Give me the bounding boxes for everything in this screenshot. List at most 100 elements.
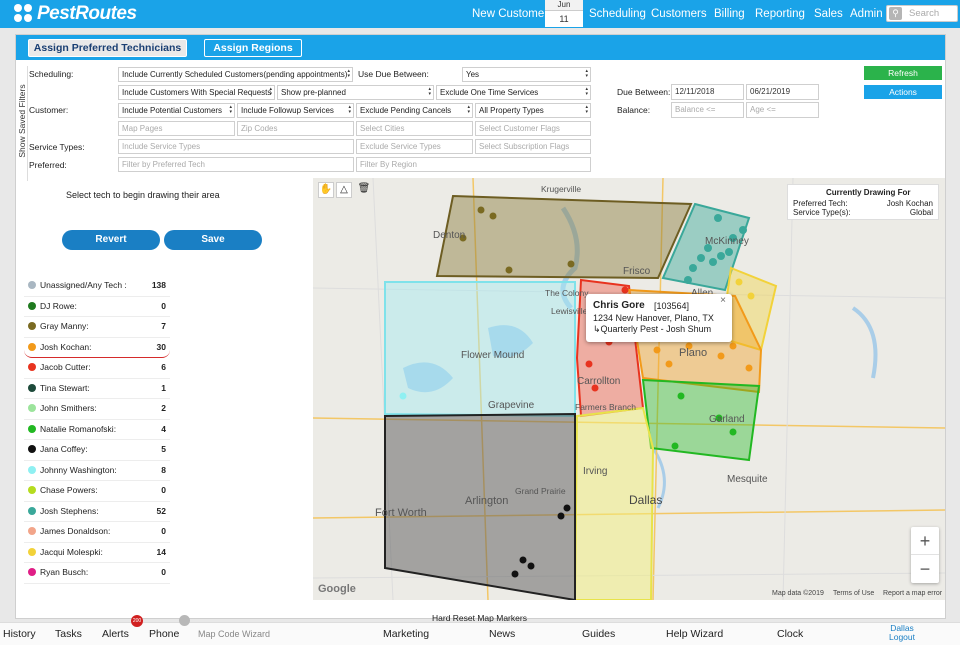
tech-row-james-donaldson[interactable]: James Donaldson: 0: [24, 522, 170, 543]
select-cities-input[interactable]: Select Cities: [356, 121, 473, 136]
age-input[interactable]: Age <=: [746, 102, 819, 118]
followup-services-select[interactable]: Include Followup Services: [237, 103, 354, 118]
pending-cancels-select[interactable]: Exclude Pending Cancels: [356, 103, 473, 118]
search-input[interactable]: Search: [909, 8, 940, 19]
hard-reset-markers-link[interactable]: Hard Reset Map Markers: [432, 613, 527, 623]
balance-label: Balance:: [617, 105, 651, 115]
bottom-marketing[interactable]: Marketing: [383, 628, 430, 640]
due-from-input[interactable]: 12/11/2018: [671, 84, 744, 100]
balance-input[interactable]: Balance <=: [671, 102, 744, 118]
customer-info-window[interactable]: Chris Gore [103564] × 1234 New Hanover, …: [586, 294, 732, 342]
preferred-tech-label: Preferred Tech:: [793, 199, 848, 208]
nav-scheduling[interactable]: Scheduling: [589, 8, 646, 20]
bottom-phone[interactable]: Phone: [149, 628, 180, 640]
search-icon[interactable]: ⚲: [889, 7, 902, 20]
polygon-draw-icon[interactable]: △: [336, 182, 352, 198]
bottom-help-wizard[interactable]: Help Wizard: [666, 628, 724, 640]
use-due-between-select[interactable]: Yes: [462, 67, 591, 82]
info-customer-name[interactable]: Chris Gore: [593, 300, 645, 311]
filter-region-input[interactable]: Filter By Region: [356, 157, 591, 172]
exclude-service-types-input[interactable]: Exclude Service Types: [356, 139, 473, 154]
one-time-services-select[interactable]: Exclude One Time Services: [436, 85, 591, 100]
nav-billing[interactable]: Billing: [714, 8, 745, 20]
tech-row-unassigned[interactable]: Unassigned/Any Tech : 138: [24, 276, 170, 297]
include-service-types-input[interactable]: Include Service Types: [118, 139, 354, 154]
nav-customers[interactable]: Customers: [651, 8, 707, 20]
tech-row-dj-rowe[interactable]: DJ Rowe: 0: [24, 297, 170, 317]
bottom-alerts[interactable]: Alerts: [102, 628, 129, 640]
tech-row-ryan-busch[interactable]: Ryan Busch: 0: [24, 563, 170, 584]
nav-admin[interactable]: Admin: [850, 8, 883, 20]
tech-row-chase-powers[interactable]: Chase Powers: 0: [24, 481, 170, 502]
zoom-out-button[interactable]: −: [919, 559, 931, 579]
potential-customers-select[interactable]: Include Potential Customers: [118, 103, 235, 118]
filter-preferred-tech-input[interactable]: Filter by Preferred Tech: [118, 157, 354, 172]
tech-row-jacqui-molespki[interactable]: Jacqui Molespki: 14: [24, 543, 170, 563]
tab-assign-regions[interactable]: Assign Regions: [204, 39, 302, 57]
hand-icon[interactable]: ✋: [318, 182, 334, 198]
tech-row-tina-stewart[interactable]: Tina Stewart: 1: [24, 379, 170, 399]
city-label: Dallas: [629, 493, 662, 507]
territory-gray-manny[interactable]: [435, 194, 693, 280]
subscription-flags-input[interactable]: Select Subscription Flags: [475, 139, 591, 154]
bottom-map-code-wizard[interactable]: Map Code Wizard: [198, 629, 271, 639]
tech-row-jana-coffey[interactable]: Jana Coffey: 5: [24, 440, 170, 461]
actions-button[interactable]: Actions: [864, 85, 942, 99]
report-map-error-link[interactable]: Report a map error: [883, 590, 943, 597]
nav-sales[interactable]: Sales: [814, 8, 843, 20]
scheduled-customers-select[interactable]: Include Currently Scheduled Customers(pe…: [118, 67, 353, 82]
map-pages-input[interactable]: Map Pages: [118, 121, 235, 136]
bottom-clock[interactable]: Clock: [777, 628, 804, 640]
user-city[interactable]: Dallas: [890, 623, 914, 633]
user-menu[interactable]: Dallas Logout: [882, 624, 922, 642]
bottom-tasks[interactable]: Tasks: [55, 628, 82, 640]
tech-count: 30: [156, 341, 166, 352]
date-day: 11: [559, 14, 569, 24]
territory-johnny-washington[interactable]: [384, 281, 576, 418]
bottom-history[interactable]: History: [3, 628, 36, 640]
map-canvas[interactable]: Krugerville Denton McKinney Frisco The C…: [313, 178, 945, 600]
zip-codes-input[interactable]: Zip Codes: [237, 121, 354, 136]
revert-button[interactable]: Revert: [62, 230, 160, 250]
city-label: Arlington: [465, 495, 508, 507]
nav-reporting[interactable]: Reporting: [755, 8, 805, 20]
tech-count: 52: [156, 505, 166, 516]
tech-name: Unassigned/Any Tech :: [40, 280, 127, 290]
bottom-news[interactable]: News: [489, 628, 516, 640]
refresh-button[interactable]: Refresh: [864, 66, 942, 80]
tech-count: 5: [161, 444, 166, 454]
pestroutes-logo[interactable]: PestRoutes: [14, 2, 137, 26]
tech-row-josh-kochan[interactable]: Josh Kochan: 30: [24, 338, 170, 358]
tab-assign-preferred-techs[interactable]: Assign Preferred Technicians: [28, 39, 187, 57]
tech-row-jacob-cutter[interactable]: Jacob Cutter: 6: [24, 358, 170, 379]
tech-row-josh-stephens[interactable]: Josh Stephens: 52: [24, 502, 170, 522]
tech-name: Natalie Romanofski:: [40, 423, 117, 434]
special-requests-select[interactable]: Include Customers With Special Requests: [118, 85, 275, 100]
road: [782, 178, 794, 600]
nav-new-customer[interactable]: New Customer: [472, 8, 549, 20]
property-types-select[interactable]: All Property Types: [475, 103, 591, 118]
terms-link[interactable]: Terms of Use: [833, 590, 875, 597]
search-box[interactable]: ⚲ Search: [886, 5, 958, 22]
zoom-in-button[interactable]: +: [911, 527, 939, 555]
tech-row-natalie-romanofski[interactable]: Natalie Romanofski: 4: [24, 420, 170, 440]
draw-instruction: Select tech to begin drawing their area: [66, 190, 220, 200]
due-to-input[interactable]: 06/21/2019: [746, 84, 819, 100]
customer-flags-input[interactable]: Select Customer Flags: [475, 121, 591, 136]
tech-color-dot: [28, 383, 36, 392]
show-saved-filters-tab[interactable]: Show Saved Filters: [16, 66, 28, 181]
tech-row-john-smithers[interactable]: John Smithers: 2: [24, 399, 170, 420]
date-widget[interactable]: Jun 11: [545, 0, 583, 27]
tech-color-dot: [28, 404, 36, 412]
logout-link[interactable]: Logout: [889, 632, 915, 642]
tech-row-gray-manny[interactable]: Gray Manny: 7: [24, 317, 170, 338]
pre-planned-select[interactable]: Show pre-planned: [277, 85, 434, 100]
trash-icon[interactable]: 🗑: [357, 183, 371, 194]
territory-jana-coffey[interactable]: [384, 412, 576, 600]
bottom-guides[interactable]: Guides: [582, 628, 616, 640]
territory-map[interactable]: Krugerville Denton McKinney Frisco The C…: [313, 178, 945, 600]
save-button[interactable]: Save: [164, 230, 262, 250]
tech-name: Jana Coffey:: [40, 444, 88, 454]
close-icon[interactable]: ×: [720, 295, 726, 306]
tech-row-johnny-washington[interactable]: Johnny Washington: 8: [24, 461, 170, 481]
